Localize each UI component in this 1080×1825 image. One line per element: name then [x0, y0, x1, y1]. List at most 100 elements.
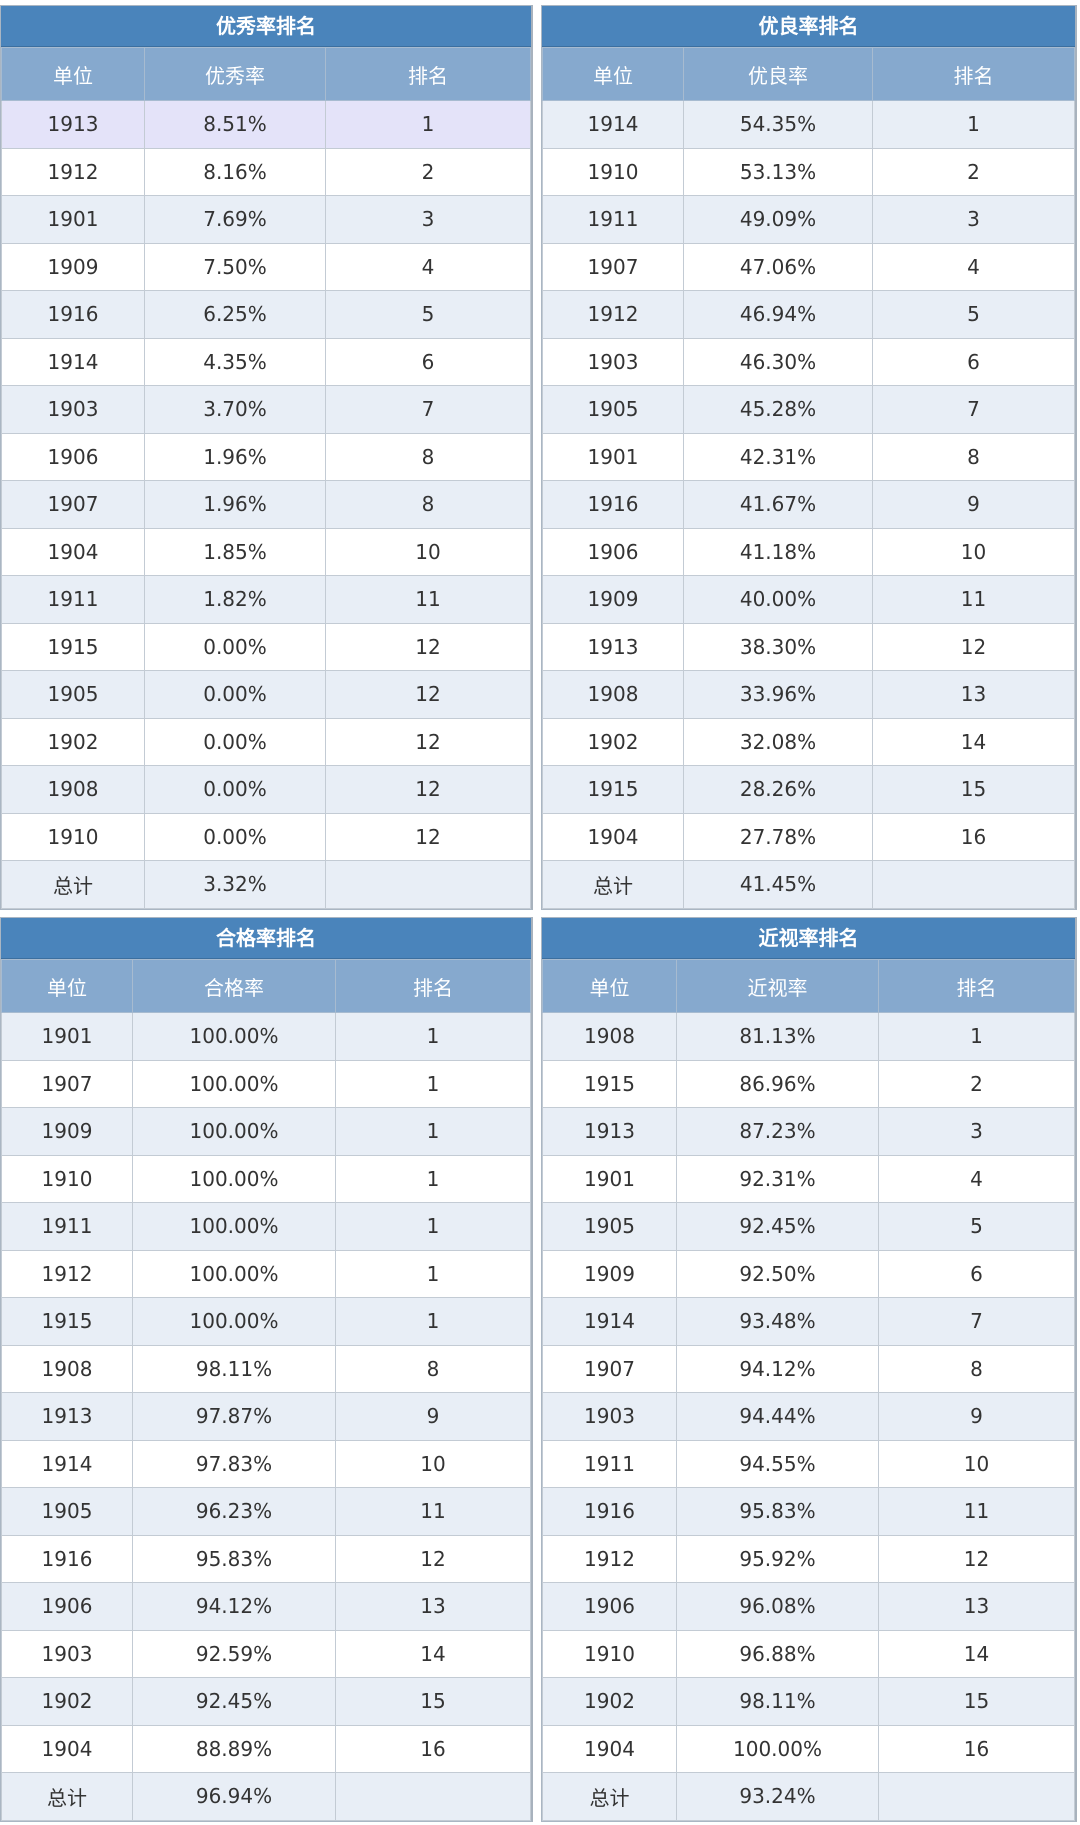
rank-cell: 7: [872, 385, 1075, 434]
rank-cell: 12: [335, 1534, 531, 1583]
unit-cell: 1910: [542, 147, 684, 196]
rank-cell: 2: [878, 1059, 1075, 1108]
rate-cell: 1.96%: [144, 480, 326, 529]
unit-cell: 1914: [1, 1439, 133, 1488]
unit-cell: 1903: [1, 385, 145, 434]
rate-header: 优良率: [683, 47, 873, 101]
rate-cell: 98.11%: [676, 1677, 879, 1726]
rate-cell: 98.11%: [132, 1344, 336, 1393]
excellent-rate-title: 优秀率排名: [1, 6, 531, 47]
rate-cell: 100.00%: [132, 1059, 336, 1108]
table-row: 1913 87.23% 3: [542, 1107, 1075, 1156]
table-row: 1906 96.08% 13: [542, 1582, 1075, 1631]
table-row: 1909 100.00% 1: [1, 1107, 531, 1156]
table-row: 1908 33.96% 13: [542, 670, 1075, 719]
unit-cell: 1909: [1, 1107, 133, 1156]
total-row: 总计 41.45%: [542, 860, 1075, 909]
unit-cell: 1911: [542, 1439, 677, 1488]
rank-cell: 2: [325, 147, 531, 196]
unit-header: 单位: [542, 959, 677, 1013]
rate-cell: 87.23%: [676, 1107, 879, 1156]
rank-cell: 1: [335, 1012, 531, 1061]
table-row: 1911 49.09% 3: [542, 195, 1075, 244]
unit-cell: 1914: [542, 1297, 677, 1346]
unit-cell: 1908: [542, 1012, 677, 1061]
table-row: 1903 3.70% 7: [1, 385, 531, 434]
rate-cell: 95.83%: [132, 1534, 336, 1583]
table-row: 1905 92.45% 5: [542, 1202, 1075, 1251]
rate-cell: 94.55%: [676, 1439, 879, 1488]
unit-cell: 1913: [1, 1392, 133, 1441]
rank-cell: 12: [325, 717, 531, 766]
table-row: 1905 0.00% 12: [1, 670, 531, 719]
table-row: 1904 100.00% 16: [542, 1724, 1075, 1773]
table-row: 1913 38.30% 12: [542, 622, 1075, 671]
rank-cell: 10: [872, 527, 1075, 576]
rate-cell: 6.25%: [144, 290, 326, 339]
rate-cell: 94.12%: [132, 1582, 336, 1631]
rate-cell: 93.48%: [676, 1297, 879, 1346]
rank-cell: 9: [878, 1392, 1075, 1441]
table-row: 1905 96.23% 11: [1, 1487, 531, 1536]
rank-cell: 15: [878, 1677, 1075, 1726]
table-row: 1912 46.94% 5: [542, 290, 1075, 339]
rate-cell: 92.45%: [676, 1202, 879, 1251]
unit-cell: 1910: [1, 1154, 133, 1203]
rate-cell: 8.16%: [144, 147, 326, 196]
table-row: 1911 94.55% 10: [542, 1439, 1075, 1488]
table-row: 1911 100.00% 1: [1, 1202, 531, 1251]
table-row: 1904 88.89% 16: [1, 1724, 531, 1773]
good-rate-title: 优良率排名: [542, 6, 1075, 47]
table-row: 1912 100.00% 1: [1, 1249, 531, 1298]
rank-cell: 4: [878, 1154, 1075, 1203]
unit-cell: 1901: [1, 1012, 133, 1061]
rate-cell: 92.45%: [132, 1677, 336, 1726]
table-row: 1912 8.16% 2: [1, 147, 531, 196]
rank-header: 排名: [325, 47, 531, 101]
rank-cell: 8: [878, 1344, 1075, 1393]
rate-cell: 40.00%: [683, 575, 873, 624]
rate-cell: 81.13%: [676, 1012, 879, 1061]
table-row: 1901 100.00% 1: [1, 1012, 531, 1061]
table-row: 1915 86.96% 2: [542, 1059, 1075, 1108]
rate-cell: 8.51%: [144, 100, 326, 149]
rank-cell: 11: [872, 575, 1075, 624]
total-rank-cell: [325, 860, 531, 909]
unit-cell: 1905: [542, 385, 684, 434]
unit-cell: 1913: [542, 622, 684, 671]
rate-cell: 41.18%: [683, 527, 873, 576]
rate-cell: 28.26%: [683, 765, 873, 814]
rate-cell: 100.00%: [132, 1249, 336, 1298]
rate-cell: 45.28%: [683, 385, 873, 434]
unit-cell: 1906: [1, 1582, 133, 1631]
rate-cell: 0.00%: [144, 765, 326, 814]
unit-cell: 1909: [542, 1249, 677, 1298]
unit-cell: 1911: [542, 195, 684, 244]
unit-cell: 1907: [1, 480, 145, 529]
rank-cell: 12: [872, 622, 1075, 671]
rank-cell: 12: [325, 812, 531, 861]
rank-cell: 8: [872, 432, 1075, 481]
table-row: 1910 0.00% 12: [1, 812, 531, 861]
rank-cell: 14: [335, 1629, 531, 1678]
unit-cell: 1905: [1, 1487, 133, 1536]
rank-cell: 3: [872, 195, 1075, 244]
rate-cell: 97.83%: [132, 1439, 336, 1488]
unit-cell: 1908: [1, 1344, 133, 1393]
rate-cell: 1.96%: [144, 432, 326, 481]
rate-cell: 100.00%: [132, 1202, 336, 1251]
myopia-rate-panel: 近视率排名 单位 近视率 排名 1908 81.13% 1 1915 86.96% 2 1913…: [541, 917, 1077, 1822]
rate-cell: 42.31%: [683, 432, 873, 481]
rate-cell: 46.94%: [683, 290, 873, 339]
rank-cell: 6: [872, 337, 1075, 386]
unit-cell: 1901: [1, 195, 145, 244]
rank-cell: 1: [325, 100, 531, 149]
rank-cell: 8: [325, 432, 531, 481]
unit-cell: 1910: [1, 812, 145, 861]
rank-cell: 9: [335, 1392, 531, 1441]
rank-cell: 4: [325, 242, 531, 291]
rank-cell: 3: [325, 195, 531, 244]
table-row: 1903 92.59% 14: [1, 1629, 531, 1678]
rank-cell: 12: [325, 670, 531, 719]
table-row: 1907 100.00% 1: [1, 1059, 531, 1108]
